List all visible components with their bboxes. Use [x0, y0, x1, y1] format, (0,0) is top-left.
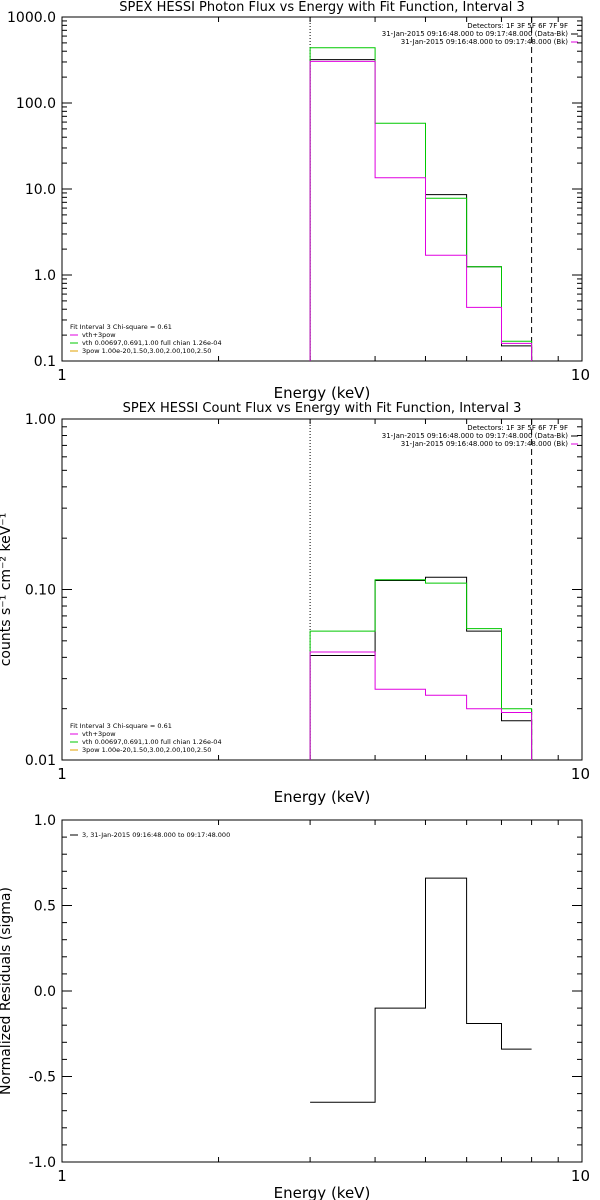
- legend-entry: vth+3pow: [82, 730, 116, 738]
- y-axis-label: Normalized Residuals (sigma): [0, 887, 14, 1095]
- legend-entry: vth 0.00697,0.691,1.00 full chian 1.26e-…: [82, 339, 222, 347]
- legend-entry: 31-Jan-2015 09:16:48.000 to 09:17:48.000…: [382, 432, 569, 440]
- y-axis-label: counts s⁻¹ cm⁻² keV⁻¹: [0, 513, 14, 667]
- legend-entry: Fit Interval 3 Chi-square = 0.61: [70, 323, 172, 331]
- x-axis-label: Energy (keV): [274, 384, 371, 402]
- legend-entry: 31-Jan-2015 09:16:48.000 to 09:17:48.000…: [382, 30, 569, 38]
- legend-entry: Detectors: 1F 3F 5F 6F 7F 9F: [467, 22, 568, 30]
- y-tick-label: -1.0: [29, 1155, 56, 1171]
- x-tick-label: 1: [57, 765, 67, 783]
- y-tick-label: 10.0: [25, 182, 56, 198]
- x-axis-label: Energy (keV): [274, 1184, 371, 1200]
- x-tick-label: 1: [57, 366, 67, 384]
- residuals-panel: 1 10 -1.0 -0.5 0.0 0.5 1.0 Energy (keV) Normaliz…: [0, 813, 590, 1200]
- legend-entry: 3pow 1.00e-20,1.50,3.00,2.00,100,2.50: [82, 347, 211, 355]
- y-tick-label: 0.1: [34, 354, 56, 370]
- y-tick-label: 100.0: [16, 96, 56, 112]
- legend-entry: 3, 31-Jan-2015 09:16:48.000 to 09:17:48.…: [82, 831, 230, 839]
- legend-entry: Fit Interval 3 Chi-square = 0.61: [70, 722, 172, 730]
- x-tick-label: 1: [57, 1167, 67, 1185]
- legend-entry: 31-Jan-2015 09:16:48.000 to 09:17:48.000…: [401, 440, 569, 448]
- x-axis-label: Energy (keV): [274, 788, 371, 806]
- count-flux-panel: 1 10 0.01 0.10 1.00 SPEX HESSI Count Flux vs …: [0, 401, 590, 806]
- series-step-line: [309, 651, 533, 760]
- legend-entry: 3pow 1.00e-20,1.50,3.00,2.00,100,2.50: [82, 746, 211, 754]
- chart-title: SPEX HESSI Count Flux vs Energy with Fit…: [123, 401, 522, 416]
- legend-entry: vth 0.00697,0.691,1.00 full chian 1.26e-…: [82, 738, 222, 746]
- legend-entry: vth+3pow: [82, 331, 116, 339]
- series-step-line: [309, 579, 533, 760]
- legend-entry: Detectors: 1F 3F 5F 6F 7F 9F: [467, 424, 568, 432]
- series-step-line: [309, 60, 533, 361]
- y-tick-label: -0.5: [29, 1070, 56, 1086]
- y-tick-label: 1.00: [25, 412, 56, 428]
- series-step-line: [309, 47, 533, 361]
- y-tick-label: 0.5: [34, 899, 56, 915]
- y-tick-label: 1.0: [34, 268, 56, 284]
- photon-flux-panel: 1 10 0.1 1.0 10.0 100.0 1000.0 SPEX HESSI Photo…: [7, 0, 590, 402]
- series-step-line: [310, 877, 532, 1103]
- y-tick-label: 0.0: [34, 984, 56, 1000]
- series-step-line: [309, 576, 533, 760]
- legend-entry: 31-Jan-2015 09:16:48.000 to 09:17:48.000…: [401, 38, 569, 46]
- y-tick-label: 1000.0: [7, 10, 56, 26]
- chart-title: SPEX HESSI Photon Flux vs Energy with Fi…: [119, 0, 525, 15]
- x-tick-label: 10: [571, 1167, 590, 1185]
- y-tick-label: 0.01: [25, 753, 56, 769]
- y-tick-label: 1.0: [34, 813, 56, 829]
- x-tick-label: 10: [571, 366, 590, 384]
- y-tick-label: 0.10: [25, 583, 56, 599]
- x-tick-label: 10: [571, 765, 590, 783]
